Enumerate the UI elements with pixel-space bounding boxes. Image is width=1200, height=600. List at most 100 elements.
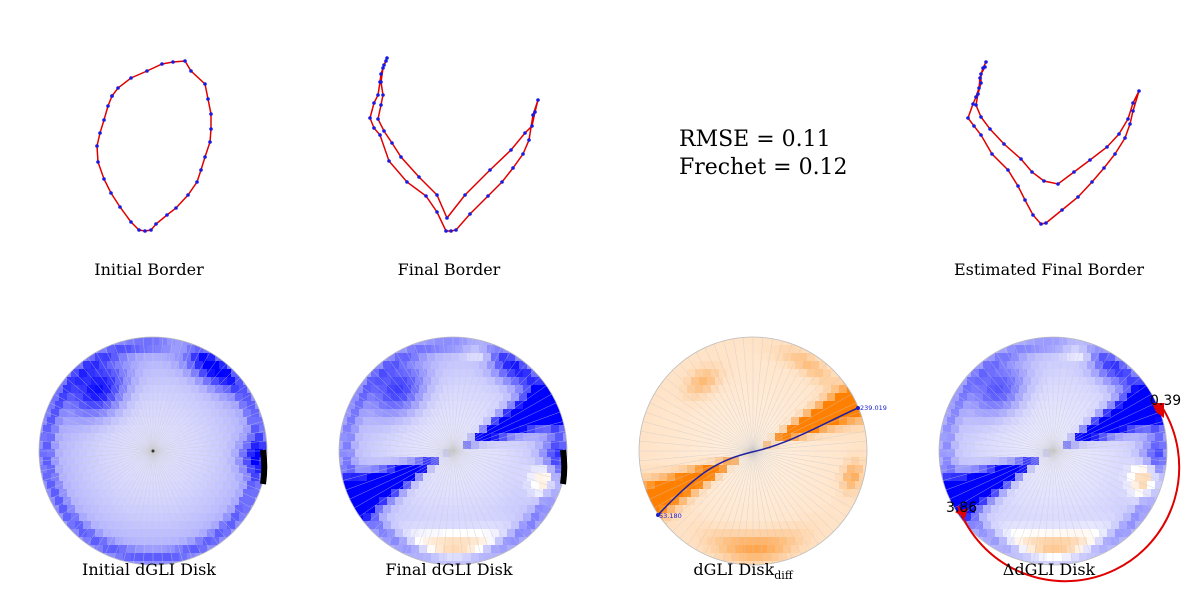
disk-cell: [71, 465, 79, 473]
disk-cell: [1023, 521, 1031, 529]
final-border-point: [509, 148, 513, 152]
disk-cell: [1107, 481, 1115, 489]
estimated-final-border-point: [1002, 142, 1006, 146]
disk-cell: [71, 529, 79, 537]
disk-cell: [435, 481, 443, 489]
disk-cell: [1139, 513, 1147, 521]
disk-cell: [807, 385, 815, 393]
disk-cell: [775, 385, 783, 393]
disk-cell: [823, 497, 831, 505]
disk-cell: [499, 433, 507, 441]
disk-cell: [219, 489, 227, 497]
disk-grid-line: [152, 421, 264, 452]
disk-cell: [151, 465, 159, 473]
disk-cell: [1079, 489, 1087, 497]
disk-cell: [771, 457, 779, 465]
disk-cell: [711, 545, 719, 553]
disk-cell: [747, 377, 755, 385]
disk-cell: [415, 473, 423, 481]
disk-cell: [1059, 385, 1067, 393]
disk-cell: [567, 457, 575, 465]
disk-cell: [375, 425, 383, 433]
disk-cell: [1047, 505, 1055, 513]
disk-cell: [787, 441, 795, 449]
disk-grid-line: [752, 450, 857, 500]
disk-cell: [199, 353, 207, 361]
disk-cell: [731, 361, 739, 369]
disk-cell: [723, 393, 731, 401]
initial-border-point: [95, 144, 99, 148]
disk-cell: [639, 449, 647, 457]
disk-cell: [367, 521, 375, 529]
disk-cell: [971, 513, 979, 521]
disk-cell: [83, 505, 91, 513]
disk-cell: [127, 401, 135, 409]
disk-cell: [267, 441, 275, 449]
disk-grid-line: [379, 363, 454, 452]
disk-cell: [775, 433, 783, 441]
disk-cell: [979, 465, 987, 473]
disk-cell: [1063, 361, 1071, 369]
disk-cell: [91, 361, 99, 369]
disk-cell: [639, 433, 647, 441]
disk-cell: [719, 401, 727, 409]
disk-cell: [1083, 465, 1091, 473]
disk-cell: [171, 393, 179, 401]
disk-cell: [463, 537, 471, 545]
disk-cell: [1099, 545, 1107, 553]
disk-cell: [131, 441, 139, 449]
disk-cell: [491, 449, 499, 457]
disk-cell: [823, 481, 831, 489]
disk-cell: [667, 409, 675, 417]
estimated-final-border-point: [1137, 89, 1141, 93]
disk-cell: [223, 369, 231, 377]
disk-cell: [855, 481, 863, 489]
initial-border-point: [118, 205, 122, 209]
disk-cell: [223, 529, 231, 537]
disk-cell: [747, 505, 755, 513]
disk-grid-line: [152, 343, 193, 452]
disk-cell: [207, 529, 215, 537]
disk-cell: [939, 457, 943, 465]
disk-cell: [699, 425, 707, 433]
disk-cell: [1067, 401, 1075, 409]
disk-cell: [1087, 537, 1095, 545]
disk-cell: [1083, 545, 1091, 553]
disk-cell: [223, 497, 231, 505]
disk-cell: [1007, 457, 1015, 465]
disk-cell: [863, 433, 867, 441]
disk-cell: [1071, 537, 1079, 545]
disk-cell: [499, 369, 507, 377]
disk-cell: [439, 489, 447, 497]
disk-cell: [235, 457, 243, 465]
disk-cell: [823, 353, 831, 361]
disk-grid-line: [723, 450, 754, 562]
disk-cell: [1051, 545, 1059, 553]
disk-cell: [715, 345, 723, 353]
disk-grid-line: [987, 357, 1054, 452]
disk-cell: [1155, 433, 1163, 441]
disk-cell: [199, 417, 207, 425]
disk-cell: [691, 377, 699, 385]
disk-cell: [247, 417, 255, 425]
disk-cell: [139, 553, 147, 561]
disk-cell: [479, 377, 487, 385]
disk-grid-line: [1052, 450, 1152, 509]
disk-cell: [475, 337, 483, 345]
disk-cell: [479, 473, 487, 481]
disk-cell: [199, 401, 207, 409]
final-border-point: [381, 66, 385, 70]
disk-cell: [679, 417, 687, 425]
disk-cell: [203, 457, 211, 465]
disk-cell: [79, 497, 87, 505]
disk-cell: [463, 393, 471, 401]
disk-cell: [1063, 377, 1071, 385]
disk-cell: [187, 361, 195, 369]
disk-grid-line: [1023, 340, 1054, 452]
disk-grid-line: [1052, 450, 1157, 500]
disk-cell: [727, 417, 735, 425]
disk-cell: [99, 393, 107, 401]
estimated-final-border-point: [979, 81, 983, 85]
disk-cell: [971, 417, 979, 425]
disk-cell: [671, 433, 679, 441]
